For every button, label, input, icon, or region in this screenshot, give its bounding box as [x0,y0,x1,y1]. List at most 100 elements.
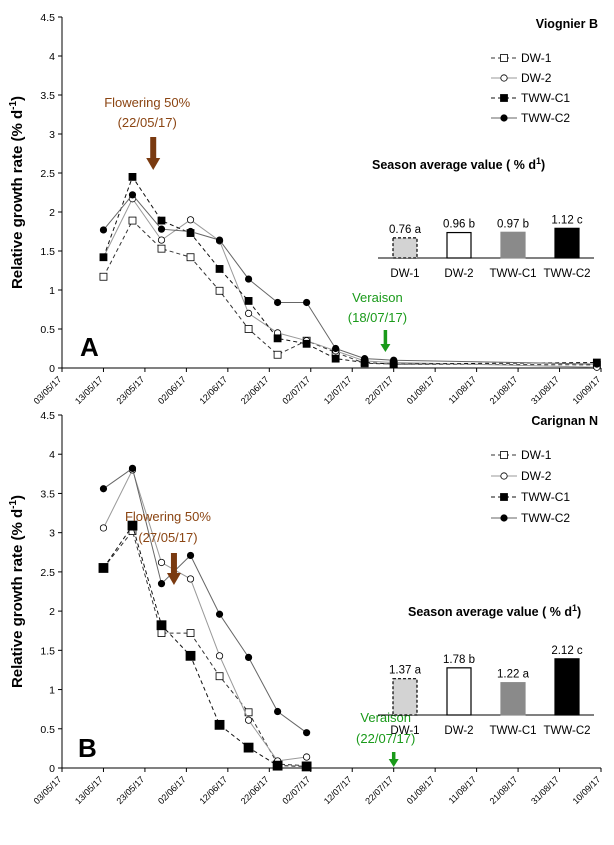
data-point-dw-1 [157,629,166,637]
panel-letter: A [80,332,99,362]
inset-bar-dw-1 [392,237,418,259]
data-point-dw-2 [303,753,311,761]
data-point-tww-c2 [332,344,340,353]
legend-marker-tww-c2 [500,514,508,522]
data-point-tww-c2 [99,485,108,493]
data-point-tww-c2 [157,225,166,233]
inset-bar-tww-c2 [554,227,580,259]
data-point-dw-1 [186,629,195,637]
y-tick-label: 1 [49,285,55,297]
data-point-dw-2 [186,216,195,224]
x-tick-label: 13/05/17 [73,374,105,406]
data-point-tww-c2 [157,580,166,588]
data-point-tww-c2 [215,610,224,618]
x-tick-label: 01/08/17 [405,374,437,406]
y-tick-label: 0.5 [40,724,55,736]
y-tick-label: 1 [49,685,55,697]
inset-bar-dw-2 [446,667,472,716]
inset-bar-tww-c1 [500,682,526,716]
y-tick-label: 4 [49,51,55,63]
y-axis-label-sup: -1 [8,500,19,509]
x-tick-label: 12/06/17 [197,774,229,806]
data-point-tww-c2 [361,355,369,363]
flowering-label: Flowering 50% [125,509,211,524]
data-point-tww-c1 [156,620,167,631]
data-point-tww-c2 [244,653,253,661]
y-tick-label: 2 [49,207,55,219]
y-tick-label: 3 [49,129,55,141]
inset-value-label-tww-c2: 2.12 c [551,645,583,657]
legend-marker-tww-c2 [500,114,508,122]
data-point-dw-2 [186,575,195,583]
inset-value-label-tww-c1: 1.22 a [497,669,530,681]
data-point-tww-c2 [303,729,311,737]
x-tick-label: 11/08/17 [447,774,478,805]
y-tick-label: 2.5 [40,168,55,180]
data-point-dw-1 [215,286,224,295]
data-point-tww-c2 [390,356,398,364]
x-tick-label: 03/05/17 [32,774,64,806]
data-point-tww-c2 [303,298,311,307]
x-tick-label: 12/07/17 [322,774,354,806]
x-tick-label: 22/06/17 [239,774,271,806]
data-point-tww-c2 [244,275,253,283]
y-axis-label-end: ) [9,96,26,101]
data-point-tww-c2 [273,298,282,307]
inset-value-label-tww-c1: 0.97 b [497,218,529,230]
y-axis-label-main: Relative growth rate (% d [9,110,26,289]
inset-category-tww-c2: TWW-C2 [543,725,590,737]
panel-title: Viognier B [536,17,598,31]
data-point-tww-c1 [215,265,224,273]
veraison-arrow-head [380,344,391,352]
veraison-date: (22/07/17) [356,731,415,746]
data-point-tww-c1 [273,334,282,343]
data-point-tww-c1 [243,742,254,753]
legend-label-dw-2: DW-2 [521,71,552,85]
series-line-tww-c2 [103,194,597,365]
legend-marker-dw-2 [500,472,508,480]
x-tick-label: 10/09/17 [571,374,603,406]
legend-label-tww-c2: TWW-C2 [521,111,570,125]
x-tick-label: 22/07/17 [363,374,395,406]
inset-category-dw-2: DW-2 [444,725,473,737]
flowering-arrow-head [146,158,161,170]
data-point-tww-c2 [99,226,108,234]
inset-bar-tww-c2 [554,658,580,716]
data-point-tww-c1 [214,719,225,730]
legend-label-tww-c1: TWW-C1 [521,91,570,105]
flowering-label: Flowering 50% [104,95,190,110]
data-point-dw-2 [99,524,108,532]
data-point-dw-2 [157,558,166,567]
y-tick-label: 0 [49,763,55,775]
panel-title: Carignan N [531,414,598,428]
x-tick-label: 02/07/17 [280,774,312,806]
x-tick-label: 02/06/17 [156,774,188,806]
veraison-arrow-head [388,759,399,767]
x-tick-label: 21/08/17 [488,374,520,406]
x-tick-label: 10/09/17 [571,774,603,806]
y-tick-label: 3.5 [40,488,55,500]
data-point-tww-c1 [157,216,166,225]
inset-category-dw-2: DW-2 [444,268,473,280]
inset-value-label-dw-2: 0.96 b [443,219,475,231]
data-point-dw-2 [157,236,166,244]
inset-value-label-tww-c2: 1.12 c [551,214,583,226]
inset-category-tww-c1: TWW-C1 [489,725,536,737]
y-tick-label: 0 [49,363,55,375]
series-line-dw-2 [103,197,597,368]
inset-title-end: ) [577,605,581,619]
inset-category-tww-c1: TWW-C1 [489,268,536,280]
legend-label-tww-c1: TWW-C1 [521,490,570,504]
inset-title-main: Season average value ( % d [408,605,572,619]
inset-title-main: Season average value ( % d [372,158,536,172]
x-tick-label: 31/08/17 [529,374,561,406]
data-point-dw-1 [186,253,195,262]
x-tick-label: 02/07/17 [280,374,312,406]
inset-title-sup: 1 [572,603,577,613]
legend-label-tww-c2: TWW-C2 [521,511,570,525]
y-axis-label-main: Relative growth rate (% d [9,509,26,688]
y-tick-label: 0.5 [40,324,55,336]
data-point-dw-1 [128,216,137,225]
y-tick-label: 4.5 [40,12,55,24]
